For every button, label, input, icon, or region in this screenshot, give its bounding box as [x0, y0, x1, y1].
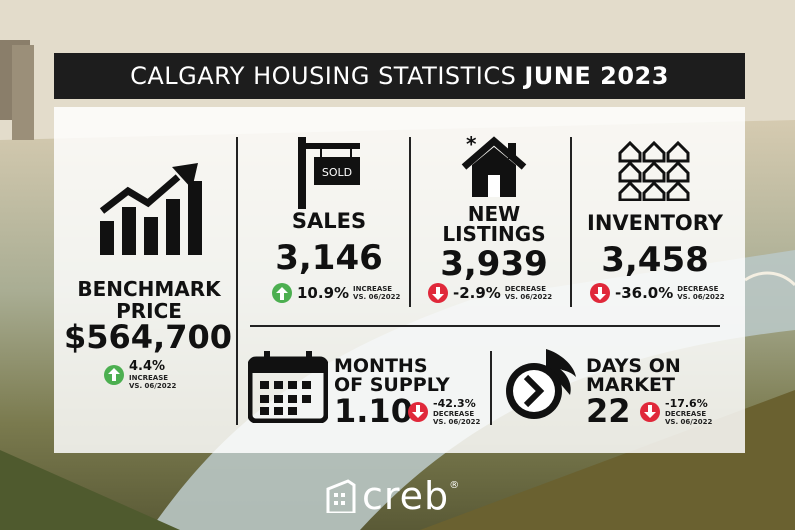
inventory-change: -36.0% DECREASE VS. 06/2022 [590, 283, 725, 303]
new-listings-label1: NEW [467, 202, 521, 226]
benchmark-sub1: INCREASE [129, 374, 169, 382]
title-main: CALGARY HOUSING STATISTICS [130, 62, 517, 90]
days-market-label: DAYS ON MARKET [586, 357, 706, 395]
sales-pct: 10.9% [297, 284, 350, 302]
days-market-sub: DECREASE VS. 06/2022 [665, 410, 712, 426]
benchmark-label-line1: BENCHMARK [77, 277, 221, 301]
inventory-label: INVENTORY [587, 211, 723, 235]
months-supply-sub1: DECREASE [433, 410, 475, 418]
months-supply-sub2: VS. 06/2022 [433, 418, 481, 427]
registered-mark: ® [449, 480, 460, 491]
divider-2 [570, 137, 572, 307]
divider-left [236, 137, 238, 425]
months-supply-sub: DECREASE VS. 06/2022 [433, 410, 480, 426]
inventory-pct: -36.0% [615, 284, 674, 302]
sales-sub1: INCREASE [353, 284, 393, 293]
title-bar: CALGARY HOUSING STATISTICS JUNE 2023 [54, 53, 745, 99]
new-listings-value: 3,939 [440, 244, 548, 284]
creb-logo: creb ® [326, 474, 459, 518]
inventory-sub: DECREASE VS. 06/2022 [677, 285, 724, 301]
sold-sign-text: SOLD [322, 166, 352, 179]
up-arrow-icon [104, 364, 124, 385]
benchmark-sub2: VS. 06/2022 [129, 382, 177, 391]
svg-text:*: * [466, 135, 477, 156]
divider-1 [409, 137, 411, 307]
down-arrow-icon [590, 283, 610, 303]
benchmark-change: 4.4% INCREASE VS. 06/2022 [104, 359, 176, 390]
days-market-sub2: VS. 06/2022 [665, 418, 713, 427]
sales-change: 10.9% INCREASE VS. 06/2022 [272, 283, 400, 303]
sales-label: SALES [291, 209, 367, 233]
down-arrow-icon [640, 401, 660, 422]
months-supply-value: 1.10 [334, 392, 413, 430]
days-market-value: 22 [586, 392, 631, 430]
creb-logo-mark-icon [326, 479, 356, 513]
days-market-label2: MARKET [586, 374, 675, 396]
divider-horizontal [250, 325, 720, 327]
benchmark-change-text: 4.4% INCREASE VS. 06/2022 [124, 359, 176, 390]
speed-clock-icon [506, 349, 576, 419]
new-listings-sub: DECREASE VS. 06/2022 [505, 285, 552, 301]
inventory-sub2: VS. 06/2022 [677, 293, 725, 301]
months-supply-change: -42.3% DECREASE VS. 06/2022 [408, 397, 480, 426]
inventory-sub1: DECREASE [677, 284, 719, 293]
new-listings-sub1: DECREASE [504, 284, 546, 293]
new-listings-change: -2.9% DECREASE VS. 06/2022 [428, 283, 552, 303]
calendar-icon [248, 351, 328, 423]
benchmark-label-line2: PRICE [116, 299, 182, 323]
sales-value: 3,146 [275, 238, 383, 278]
down-arrow-icon [428, 283, 448, 303]
sold-sign-icon: SOLD [298, 137, 360, 209]
houses-grid-icon [618, 140, 690, 201]
months-supply-change-text: -42.3% DECREASE VS. 06/2022 [428, 397, 480, 426]
months-supply-label: MONTHS OF SUPPLY [334, 357, 464, 395]
months-supply-label2: OF SUPPLY [334, 374, 450, 396]
title-month: JUNE 2023 [524, 62, 669, 90]
new-listings-label: NEW LISTINGS [434, 204, 554, 244]
days-market-change-text: -17.6% DECREASE VS. 06/2022 [660, 397, 712, 426]
days-market-sub1: DECREASE [665, 410, 707, 418]
months-supply-label1: MONTHS [334, 355, 428, 377]
benchmark-pct: 4.4% [129, 359, 166, 374]
sales-sub2: VS. 06/2022 [353, 293, 401, 301]
days-market-pct: -17.6% [665, 397, 708, 410]
benchmark-label: BENCHMARK PRICE [64, 279, 234, 321]
new-listings-sub2: VS. 06/2022 [504, 293, 553, 301]
days-market-label1: DAYS ON [586, 355, 681, 377]
new-house-icon: * [461, 135, 527, 197]
days-market-change: -17.6% DECREASE VS. 06/2022 [640, 397, 712, 426]
down-arrow-icon [408, 401, 428, 422]
benchmark-sub: INCREASE VS. 06/2022 [129, 374, 176, 390]
new-listings-pct: -2.9% [453, 284, 501, 302]
stats-panel: BENCHMARK PRICE $564,700 4.4% INCREASE VS… [54, 107, 745, 453]
benchmark-value: $564,700 [63, 318, 232, 356]
up-arrow-icon [272, 283, 292, 303]
creb-logo-text: creb [362, 474, 450, 518]
bar-chart-up-icon [99, 163, 202, 255]
divider-3 [490, 351, 492, 425]
inventory-value: 3,458 [601, 240, 709, 280]
new-listings-label2: LISTINGS [442, 222, 546, 246]
sales-sub: INCREASE VS. 06/2022 [353, 285, 400, 301]
months-supply-pct: -42.3% [433, 397, 476, 410]
